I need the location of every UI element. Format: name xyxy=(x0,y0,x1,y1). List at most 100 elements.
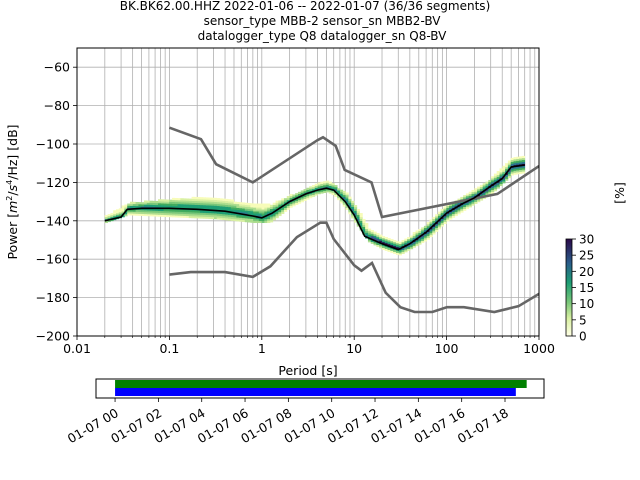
psd-density-cell xyxy=(244,206,248,209)
psd-density-cell xyxy=(384,248,388,251)
psd-density-cell xyxy=(463,206,467,209)
psd-density-cell xyxy=(331,187,335,190)
psd-density-cell xyxy=(516,168,520,171)
psd-density-cell xyxy=(482,183,486,186)
psd-density-cell xyxy=(222,198,226,201)
psd-density-cell xyxy=(479,188,484,191)
psd-density-cell xyxy=(440,218,444,221)
psd-density-cell xyxy=(233,203,237,206)
colorbar: 0 5 10 15 20 25 30 [%] xyxy=(565,182,627,344)
psd-density-cell xyxy=(367,228,372,231)
psd-density-cell xyxy=(166,212,170,216)
psd-density-cell xyxy=(339,201,344,204)
psd-density-cell xyxy=(225,206,229,209)
psd-density-cell xyxy=(180,202,184,205)
psd-curves xyxy=(104,126,539,314)
psd-density-cell xyxy=(264,220,268,224)
psd-density-cell xyxy=(423,227,428,230)
psd-density-cell xyxy=(493,188,498,192)
psd-density-cell xyxy=(457,198,461,201)
psd-density-cell xyxy=(177,211,181,214)
psd-density-cell xyxy=(370,241,374,244)
psd-density-cell xyxy=(510,157,514,161)
psd-density-cell xyxy=(465,201,470,204)
psd-density-cell xyxy=(516,160,520,163)
psd-density-cell xyxy=(370,232,374,235)
psd-density-cell xyxy=(199,214,204,217)
psd-density-cell xyxy=(311,185,316,188)
psd-density-cell xyxy=(435,225,439,229)
psd-density-cell xyxy=(328,191,332,194)
psd-density-cell xyxy=(491,189,495,192)
psd-density-cell xyxy=(124,206,128,209)
psd-density-cell xyxy=(474,190,478,193)
psd-density-cell xyxy=(227,214,232,217)
psd-density-cell xyxy=(222,215,226,219)
psd-density-cell xyxy=(118,208,123,211)
psd-density-cell xyxy=(152,214,156,217)
psd-density-cell xyxy=(384,237,388,240)
psd-density-cell xyxy=(306,187,310,190)
psd-density-cell xyxy=(334,192,338,195)
psd-density-cell xyxy=(418,228,422,232)
psd-density-cell xyxy=(272,214,276,217)
psd-density-cell xyxy=(519,160,523,163)
psd-density-cell xyxy=(152,204,156,207)
psd-density-cell xyxy=(309,192,313,195)
psd-density-cell xyxy=(281,211,285,214)
psd-density-cell xyxy=(365,232,369,235)
psd-density-cell xyxy=(393,242,397,245)
psd-density-cell xyxy=(202,210,206,213)
psd-density-cell xyxy=(250,209,254,212)
psd-density-cell xyxy=(507,172,512,175)
psd-density-cell xyxy=(197,216,201,219)
psd-density-cell xyxy=(177,205,181,209)
psd-density-cell xyxy=(502,177,506,180)
psd-density-cell xyxy=(499,174,503,177)
psd-density-cell xyxy=(152,200,156,204)
psd-density-cell xyxy=(183,213,187,216)
y-tick-label: −60 xyxy=(44,60,70,75)
psd-density-cell xyxy=(278,200,282,203)
psd-density-cell xyxy=(253,216,257,220)
psd-density-cell xyxy=(353,206,358,210)
psd-density-cell xyxy=(188,198,192,201)
psd-density-cell xyxy=(412,235,416,239)
colorbar-tick-label: 0 xyxy=(579,330,587,344)
psd-density-cell xyxy=(216,205,220,208)
psd-density-cell xyxy=(166,209,170,212)
psd-density-cell xyxy=(211,214,215,218)
psd-density-cell xyxy=(272,202,276,205)
psd-density-cell xyxy=(157,212,162,215)
psd-density-cell xyxy=(177,213,181,216)
psd-density-cell xyxy=(325,184,330,187)
psd-density-cell xyxy=(236,211,240,214)
psd-density-cell xyxy=(465,204,470,208)
psd-density-cell xyxy=(205,212,209,215)
y-tick-label: −140 xyxy=(36,213,70,228)
psd-density-cell xyxy=(348,204,352,207)
psd-density-cell xyxy=(409,239,414,242)
psd-density-cell xyxy=(499,176,503,179)
x-tick-label: 10 xyxy=(346,341,362,356)
psd-density-cell xyxy=(208,212,212,216)
y-tick-label: −180 xyxy=(36,290,70,305)
psd-density-cell xyxy=(188,206,192,209)
psd-density-cell xyxy=(292,200,296,203)
psd-density-cell xyxy=(510,171,514,174)
chart-title-line-2: sensor_type MBB-2 sensor_sn MBB2-BV xyxy=(204,14,442,28)
x-tick-label: 1000 xyxy=(523,341,555,356)
psd-density-cell xyxy=(398,249,402,252)
psd-density-cell xyxy=(127,203,131,206)
psd-density-cell xyxy=(440,209,444,212)
psd-density-cell xyxy=(110,215,114,218)
psd-density-cell xyxy=(149,204,153,207)
psd-density-cell xyxy=(267,218,271,222)
psd-density-cell xyxy=(351,202,355,205)
psd-density-cell xyxy=(272,208,276,211)
psd-density-cell xyxy=(479,194,484,197)
psd-density-cell xyxy=(160,210,164,214)
psd-density-cell xyxy=(309,195,313,199)
psd-density-cell xyxy=(171,205,176,208)
psd-density-cell xyxy=(171,211,176,214)
